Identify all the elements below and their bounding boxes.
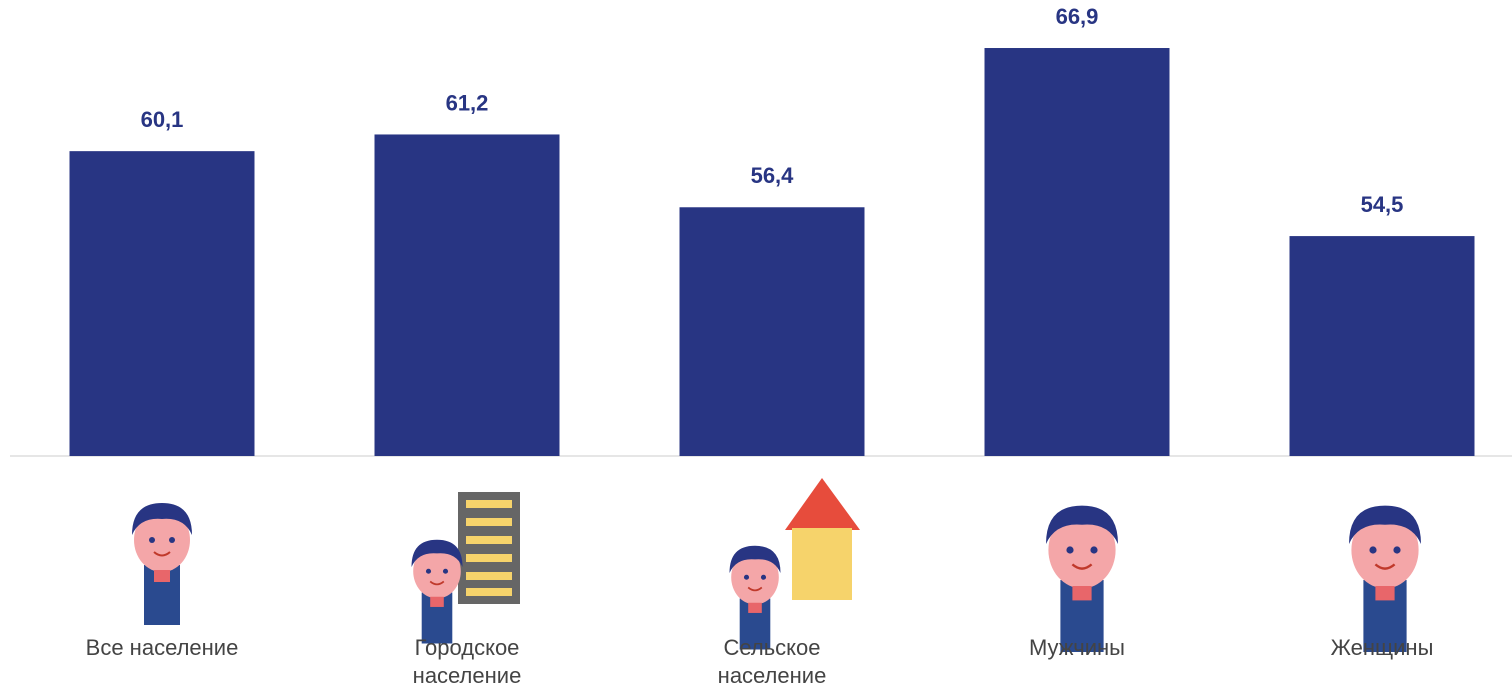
value-label: 54,5 — [1361, 192, 1404, 217]
value-label: 61,2 — [446, 90, 489, 115]
building-icon — [458, 492, 520, 604]
value-label: 60,1 — [141, 107, 184, 132]
category-label: Все население — [85, 635, 239, 660]
bar — [679, 207, 865, 456]
bar — [374, 134, 560, 456]
value-label: 56,4 — [751, 163, 795, 188]
category-label: Женщины — [1330, 635, 1434, 660]
category-label: Сельское население — [717, 635, 827, 688]
category-label: Мужчины — [1028, 635, 1125, 660]
category-label: Городское население — [412, 635, 522, 688]
bar — [984, 48, 1170, 457]
value-label: 66,9 — [1056, 4, 1099, 29]
house-icon — [785, 478, 860, 600]
bar — [69, 151, 255, 456]
bar — [1289, 236, 1475, 456]
icons — [131, 478, 1423, 654]
